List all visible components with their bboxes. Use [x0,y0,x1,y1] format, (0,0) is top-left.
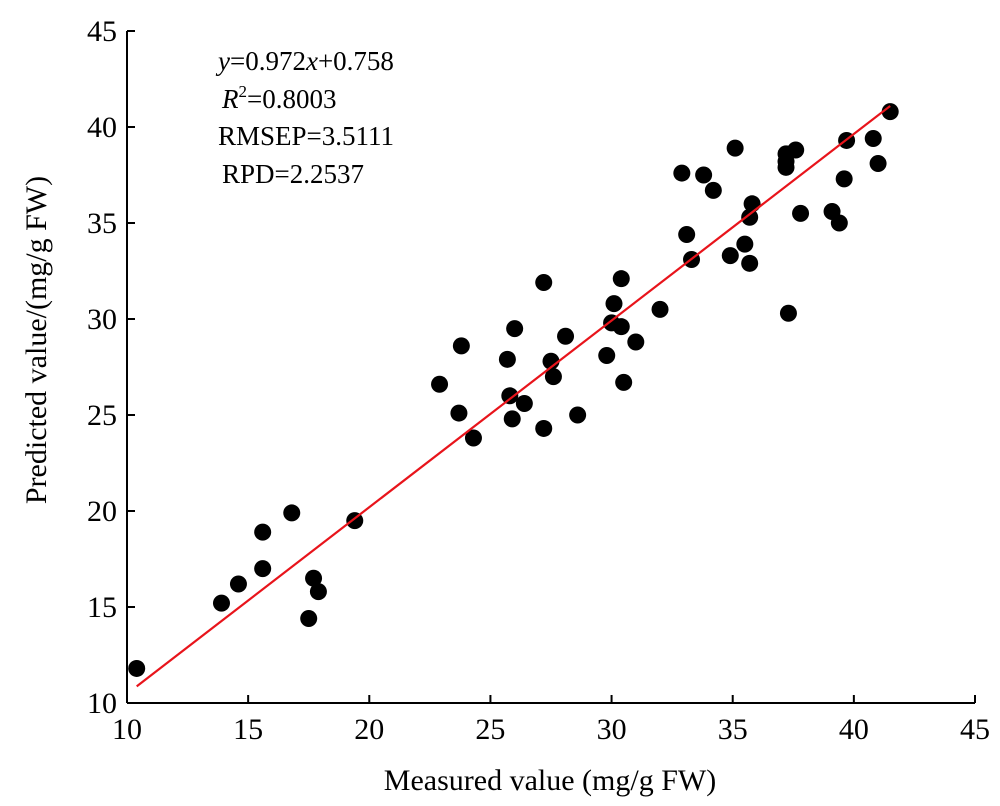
y-ticks: 10 15 20 25 30 35 40 45 [87,15,135,720]
data-point [300,610,318,628]
equation-intercept: +0.758 [318,46,394,76]
data-point [830,214,848,232]
y-tick-label: 25 [87,399,117,432]
data-point [557,327,575,345]
data-point [598,346,616,364]
r2-superscript: 2 [239,82,248,101]
data-point [704,181,722,199]
y-tick-label: 40 [87,111,117,144]
y-tick-label: 35 [87,207,117,240]
y-tick-label: 45 [87,15,117,48]
x-tick-label: 15 [233,713,263,746]
data-point [283,504,301,522]
data-point [612,270,630,288]
data-point [501,387,519,405]
axes [126,31,975,704]
data-point [777,158,795,176]
equation-annotation: y=0.972x+0.758 [215,46,394,76]
x-axis-title: Measured value (mg/g FW) [384,764,716,797]
data-point [869,154,887,172]
data-point [792,204,810,222]
data-point [498,350,516,368]
equation-x: x [305,46,318,76]
data-point [544,368,562,386]
data-point [627,333,645,351]
r2-annotation: R2=0.8003 [221,82,336,114]
y-tick-label: 30 [87,303,117,336]
data-point [615,373,633,391]
x-tick-label: 20 [354,713,384,746]
data-point [535,419,553,437]
data-point [431,375,449,393]
data-point [535,274,553,292]
x-tick-label: 30 [597,713,627,746]
annotation-box: y=0.972x+0.758 R2=0.8003 RMSEP=3.5111 RP… [215,46,394,189]
data-point [695,166,713,184]
equation-slope: =0.972 [230,46,306,76]
data-point [673,164,691,182]
data-point [678,226,696,244]
data-point [309,583,327,601]
r2-symbol: R [221,84,239,114]
data-point [128,659,146,677]
y-tick-label: 15 [87,591,117,624]
x-tick-label: 10 [112,713,142,746]
regression-line [136,105,891,688]
x-tick-label: 35 [718,713,748,746]
x-tick-label: 40 [839,713,869,746]
data-point [254,560,272,578]
data-point [569,406,587,424]
data-point [787,141,805,159]
x-ticks: 10 15 20 25 30 35 40 45 [112,695,990,746]
data-point [721,247,739,265]
data-point [612,318,630,336]
data-points [128,103,899,677]
data-point [741,208,759,226]
equation-y: y [215,46,230,76]
data-point [506,320,524,338]
y-axis-title: Predicted value/(mg/g FW) [20,176,53,504]
data-point [212,594,230,612]
data-point [651,300,669,318]
data-point [305,569,323,587]
data-point [743,195,761,213]
rmsep-annotation: RMSEP=3.5111 [218,121,394,151]
data-point [881,103,899,121]
data-point [864,130,882,148]
rpd-annotation: RPD=2.2537 [222,159,364,189]
x-tick-label: 25 [475,713,505,746]
data-point [464,429,482,447]
data-point [450,404,468,422]
data-point [503,410,521,428]
data-point [726,139,744,157]
data-point [229,575,247,593]
data-point [542,352,560,370]
r2-value: =0.8003 [247,84,336,114]
data-point [835,170,853,188]
data-point [741,254,759,272]
data-point [515,394,533,412]
data-point [254,523,272,541]
y-tick-label: 20 [87,495,117,528]
data-point [605,295,623,313]
data-point [452,337,470,355]
data-point [779,304,797,322]
y-tick-label: 10 [87,687,117,720]
x-tick-label: 45 [960,713,990,746]
data-point [736,235,754,253]
